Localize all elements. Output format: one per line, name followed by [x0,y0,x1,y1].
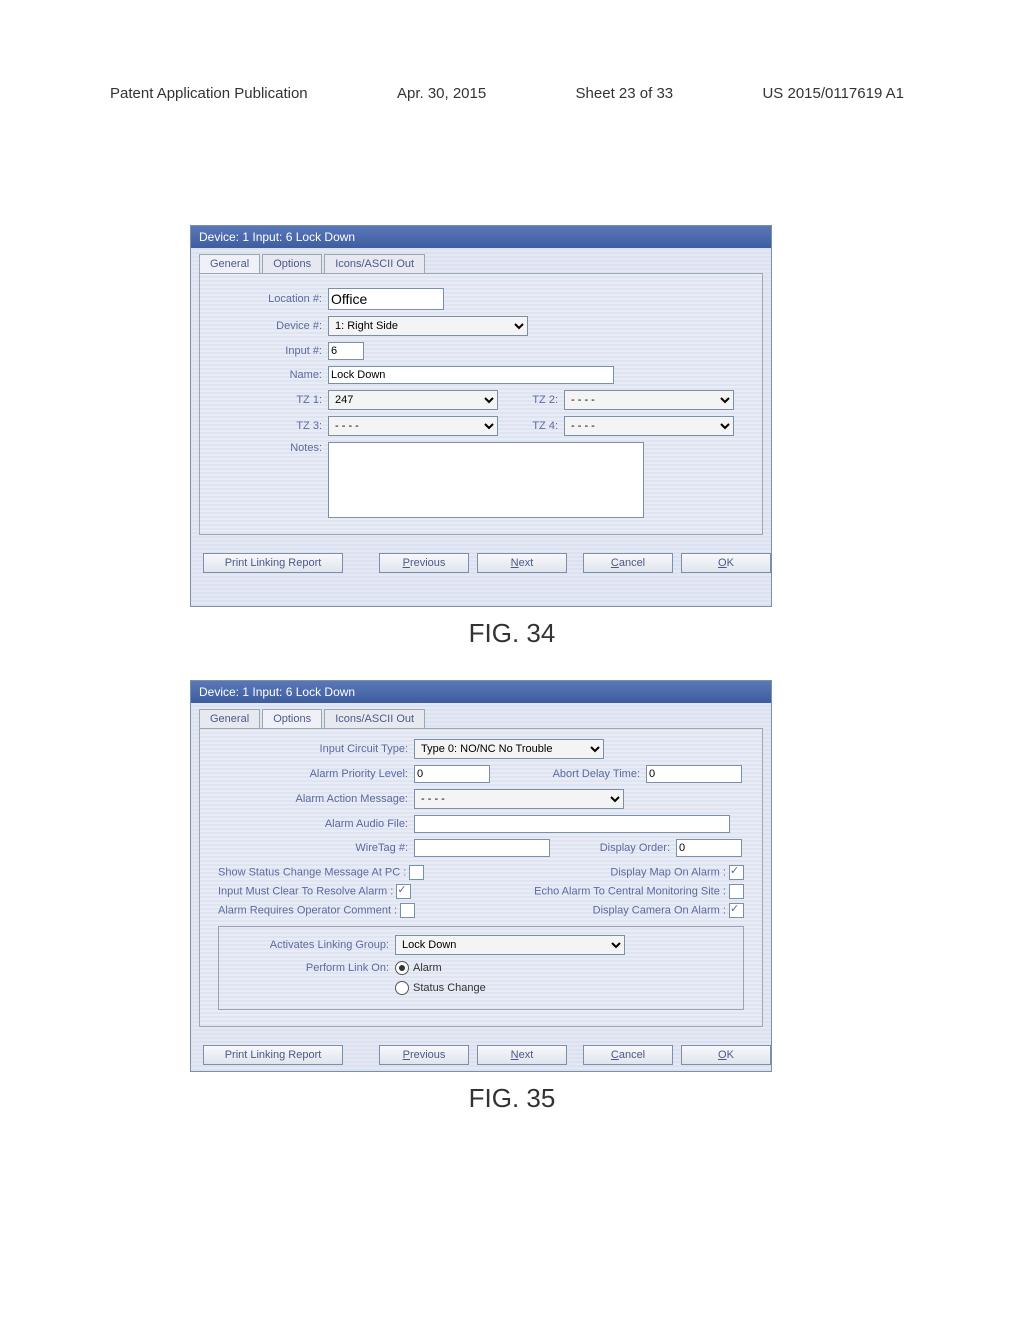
print-button[interactable]: Print Linking Report [203,553,343,573]
display-order-label: Display Order: [550,842,676,854]
tz2-select[interactable]: - - - - [564,390,734,410]
audio-label: Alarm Audio File: [208,818,414,830]
notes-label: Notes: [212,442,328,454]
pub-date: Apr. 30, 2015 [397,85,486,102]
panel-general: Location #: Device #: 1: Right Side Inpu… [199,273,763,535]
button-row-2: Print Linking Report Previous Next Cance… [191,1035,771,1075]
sheet-num: Sheet 23 of 33 [576,85,674,102]
action-select[interactable]: - - - - [414,789,624,809]
clear-checkbox[interactable] [396,884,411,899]
comment-checkbox[interactable] [400,903,415,918]
action-label: Alarm Action Message: [208,793,414,805]
input-number[interactable] [328,342,364,360]
doc-num: US 2015/0117619 A1 [762,85,904,102]
perform-label: Perform Link On: [229,962,395,974]
device-select[interactable]: 1: Right Side [328,316,528,336]
tab-strip-2: General Options Icons/ASCII Out [191,703,771,728]
tz4-label: TZ 4: [498,420,564,432]
tz3-select[interactable]: - - - - [328,416,498,436]
pub-label: Patent Application Publication [110,85,308,102]
tz1-select[interactable]: 247 [328,390,498,410]
display-order-input[interactable] [676,839,742,857]
ok-button-2[interactable]: OK [681,1045,771,1065]
tz3-label: TZ 3: [212,420,328,432]
show-checkbox[interactable] [409,865,424,880]
dialog-title: Device: 1 Input: 6 Lock Down [191,226,771,248]
tab-icons[interactable]: Icons/ASCII Out [324,254,425,273]
device-label: Device #: [212,320,328,332]
name-input[interactable] [328,366,614,384]
linking-select[interactable]: Lock Down [395,935,625,955]
tz1-label: TZ 1: [212,394,328,406]
echo-checkbox[interactable] [729,884,744,899]
echo-label: Echo Alarm To Central Monitoring Site : [534,885,726,897]
priority-label: Alarm Priority Level: [208,768,414,780]
circuit-select[interactable]: Type 0: NO/NC No Trouble [414,739,604,759]
location-input[interactable] [328,288,444,310]
previous-button-2[interactable]: Previous [379,1045,469,1065]
next-button-2[interactable]: Next [477,1045,567,1065]
dialog-options: Device: 1 Input: 6 Lock Down General Opt… [190,680,772,1072]
linking-label: Activates Linking Group: [229,939,395,951]
radio-alarm[interactable] [395,961,409,975]
radio-alarm-label: Alarm [413,962,442,974]
abort-label: Abort Delay Time: [490,768,646,780]
tab-strip: General Options Icons/ASCII Out [191,248,771,273]
print-button-2[interactable]: Print Linking Report [203,1045,343,1065]
dialog-title-2: Device: 1 Input: 6 Lock Down [191,681,771,703]
camera-checkbox[interactable] [729,903,744,918]
cancel-button-2[interactable]: Cancel [583,1045,673,1065]
comment-label: Alarm Requires Operator Comment : [218,904,397,916]
figure-label-34: FIG. 34 [0,618,1024,649]
ok-button[interactable]: OK [681,553,771,573]
map-checkbox[interactable] [729,865,744,880]
button-row: Print Linking Report Previous Next Cance… [191,543,771,583]
radio-status[interactable] [395,981,409,995]
abort-input[interactable] [646,765,742,783]
input-label: Input #: [212,345,328,357]
wiretag-input[interactable] [414,839,550,857]
radio-status-label: Status Change [413,982,486,994]
tz2-label: TZ 2: [498,394,564,406]
tab-general-2[interactable]: General [199,709,260,728]
linking-group: Activates Linking Group: Lock Down Perfo… [218,926,744,1010]
clear-label: Input Must Clear To Resolve Alarm : [218,885,393,897]
circuit-label: Input Circuit Type: [208,743,414,755]
audio-input[interactable] [414,815,730,833]
figure-label-35: FIG. 35 [0,1083,1024,1114]
wiretag-label: WireTag #: [208,842,414,854]
tab-icons-2[interactable]: Icons/ASCII Out [324,709,425,728]
map-label: Display Map On Alarm : [610,866,726,878]
dialog-general: Device: 1 Input: 6 Lock Down General Opt… [190,225,772,607]
previous-button[interactable]: Previous [379,553,469,573]
tab-general[interactable]: General [199,254,260,273]
next-button[interactable]: Next [477,553,567,573]
page-header: Patent Application Publication Apr. 30, … [110,85,904,102]
camera-label: Display Camera On Alarm : [593,904,726,916]
name-label: Name: [212,369,328,381]
location-label: Location #: [212,293,328,305]
notes-textarea[interactable] [328,442,644,518]
tab-options[interactable]: Options [262,254,322,273]
panel-options: Input Circuit Type: Type 0: NO/NC No Tro… [199,728,763,1027]
show-label: Show Status Change Message At PC : [218,866,406,878]
tz4-select[interactable]: - - - - [564,416,734,436]
tab-options-2[interactable]: Options [262,709,322,728]
priority-input[interactable] [414,765,490,783]
cancel-button[interactable]: Cancel [583,553,673,573]
